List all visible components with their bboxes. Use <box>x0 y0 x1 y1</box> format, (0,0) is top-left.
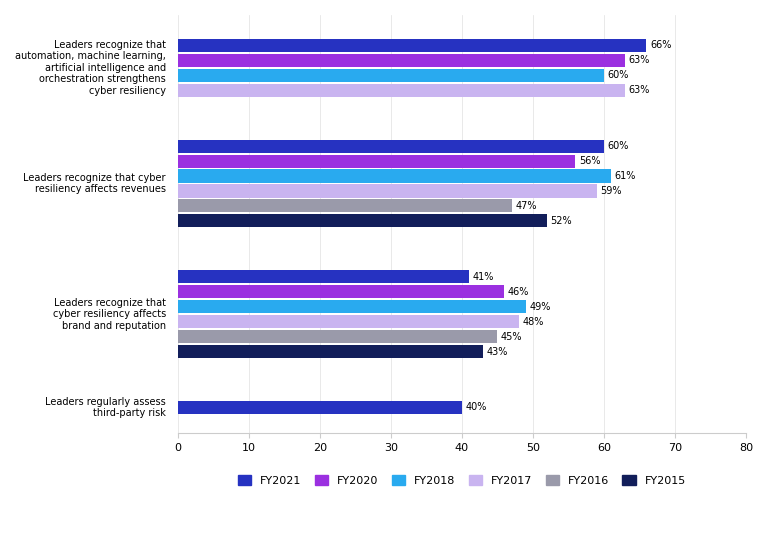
Text: 66%: 66% <box>650 40 671 50</box>
Text: 45%: 45% <box>501 332 522 342</box>
Text: 47%: 47% <box>515 201 537 211</box>
Bar <box>177 155 575 168</box>
Text: 56%: 56% <box>579 156 601 166</box>
Bar <box>177 69 604 82</box>
Text: 43%: 43% <box>487 346 508 356</box>
Text: 59%: 59% <box>601 186 622 196</box>
Text: 52%: 52% <box>551 216 572 226</box>
Bar <box>177 140 604 152</box>
Bar <box>177 300 526 313</box>
Bar <box>177 84 625 97</box>
Text: 60%: 60% <box>607 141 629 151</box>
Text: 63%: 63% <box>629 55 650 65</box>
Bar <box>177 330 498 343</box>
Bar <box>177 169 611 183</box>
Bar <box>177 315 518 328</box>
Text: 63%: 63% <box>629 85 650 95</box>
Bar <box>177 401 462 414</box>
Text: 41%: 41% <box>472 272 494 282</box>
Text: 60%: 60% <box>607 70 629 80</box>
Bar <box>177 285 505 298</box>
Bar <box>177 214 547 228</box>
Bar <box>177 345 483 358</box>
Text: 40%: 40% <box>465 403 487 412</box>
Bar <box>177 184 597 197</box>
Bar <box>177 200 511 212</box>
Text: 49%: 49% <box>529 302 551 312</box>
Text: 48%: 48% <box>522 317 544 327</box>
Bar <box>177 270 469 283</box>
Bar <box>177 54 625 67</box>
Bar <box>177 39 647 52</box>
Legend: FY2021, FY2020, FY2018, FY2017, FY2016, FY2015: FY2021, FY2020, FY2018, FY2017, FY2016, … <box>233 470 690 490</box>
Text: 61%: 61% <box>614 171 636 181</box>
Text: 46%: 46% <box>508 287 529 297</box>
